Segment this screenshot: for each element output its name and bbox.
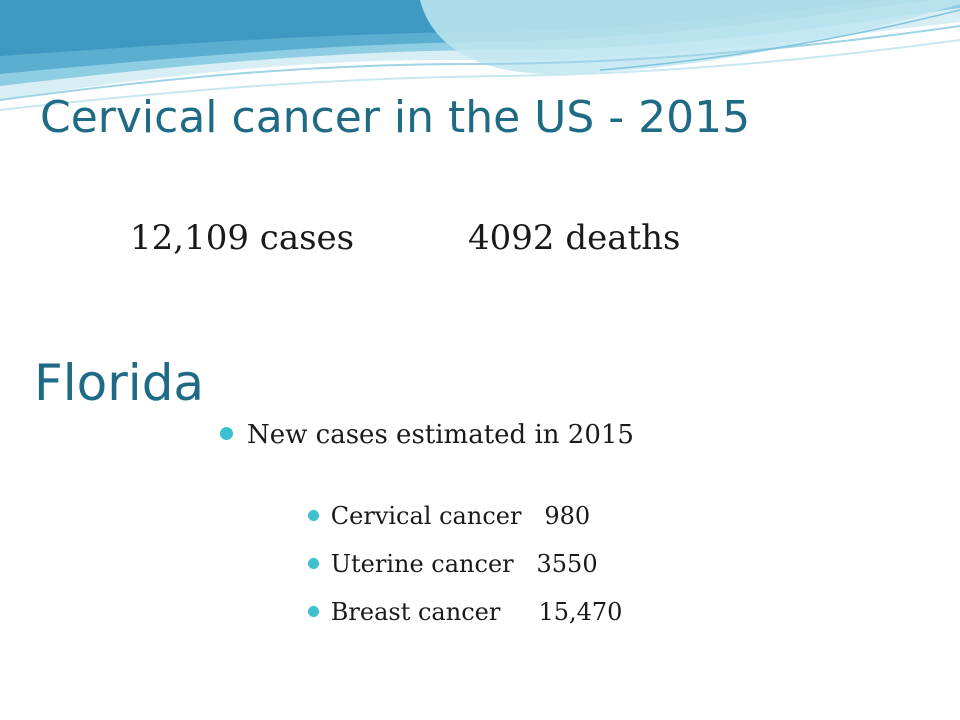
us-deaths-stat: 4092 deaths <box>468 218 681 258</box>
bullet-icon <box>220 426 233 440</box>
bullet-main: New cases estimated in 2015 <box>220 420 634 450</box>
florida-heading: Florida <box>34 354 205 412</box>
sub-bullet-text: Breast cancer 15,470 <box>330 598 623 626</box>
sub-bullet-cervical: Cervical cancer 980 <box>262 468 622 530</box>
sub-bullet-uterine: Uterine cancer 3550 <box>262 516 622 578</box>
bullet-icon <box>307 510 319 521</box>
bullet-icon <box>307 558 319 569</box>
us-cases-stat: 12,109 cases <box>130 218 355 258</box>
sub-bullet-breast: Breast cancer 15,470 <box>262 564 622 626</box>
header-wave-decoration <box>0 0 960 111</box>
bullet-icon <box>307 606 319 617</box>
bullet-main-text: New cases estimated in 2015 <box>247 420 634 450</box>
sub-bullet-list: Cervical cancer 980 Uterine cancer 3550 … <box>262 468 622 626</box>
slide-title: Cervical cancer in the US - 2015 <box>40 92 751 143</box>
sub-bullet-text: Uterine cancer 3550 <box>330 550 598 578</box>
sub-bullet-text: Cervical cancer 980 <box>330 502 591 530</box>
